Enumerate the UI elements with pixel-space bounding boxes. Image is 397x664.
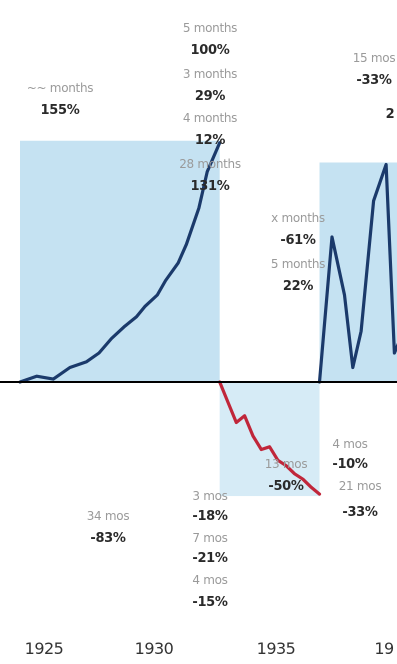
x-tick-label-2: 1935 <box>257 639 296 658</box>
annotation-label-7: 34 mos <box>87 509 130 523</box>
annotation-label-11: 4 mos <box>192 573 227 587</box>
annotation-value-4: 131% <box>191 179 230 194</box>
annotation-label-10: 7 mos <box>192 531 227 545</box>
x-tick-label-1: 1930 <box>135 639 174 658</box>
annotation-value-15: 2 <box>386 107 395 122</box>
annotation-value-7: -83% <box>90 531 126 546</box>
annotation-value-0: 155% <box>41 103 80 118</box>
annotation-label-5: x months <box>271 211 325 225</box>
annotation-label-14: 21 mos <box>339 479 382 493</box>
annotation-label-8: 15 mos <box>353 51 396 65</box>
annotation-value-12: -50% <box>268 479 304 494</box>
annotation-label-6: 5 months <box>271 257 325 271</box>
annotation-value-5: -61% <box>280 233 316 248</box>
series-line-bear-1 <box>218 380 322 496</box>
annotation-label-2: 3 months <box>183 67 237 81</box>
shaded-bands <box>20 140 397 497</box>
annotation-label-1: 5 months <box>183 21 237 35</box>
annotation-value-14: -33% <box>342 505 378 520</box>
x-axis-ticks: 1925 1930 1935 19 <box>25 639 395 658</box>
series-line-bull-0 <box>18 141 222 384</box>
annotation-value-8: -33% <box>356 73 392 88</box>
annotations: ~~ months 155% 5 months 100% 3 months 29% 4 mo… <box>27 21 396 610</box>
annotation-label-3: 4 months <box>183 111 237 125</box>
annotation-value-11: -15% <box>192 595 228 610</box>
annotation-value-13: -10% <box>332 457 368 472</box>
band-bear-1 <box>219 382 320 497</box>
annotation-value-2: 29% <box>195 89 225 104</box>
annotation-value-1: 100% <box>191 43 230 58</box>
annotation-value-6: 22% <box>283 279 313 294</box>
annotation-value-3: 12% <box>195 133 225 148</box>
annotation-label-9: 3 mos <box>192 489 227 503</box>
series-line-bull-2 <box>317 162 397 384</box>
annotation-value-9: -18% <box>192 509 228 524</box>
annotation-value-10: -21% <box>192 551 228 566</box>
annotation-label-13: 4 mos <box>332 437 367 451</box>
annotation-label-12: 13 mos <box>265 457 308 471</box>
x-tick-label-0: 1925 <box>25 639 64 658</box>
series-lines <box>18 141 397 496</box>
x-tick-label-3: 19 <box>374 639 394 658</box>
annotation-label-4: 28 months <box>179 157 241 171</box>
band-bull-0 <box>20 140 220 382</box>
annotation-label-0: ~~ months <box>27 81 93 95</box>
